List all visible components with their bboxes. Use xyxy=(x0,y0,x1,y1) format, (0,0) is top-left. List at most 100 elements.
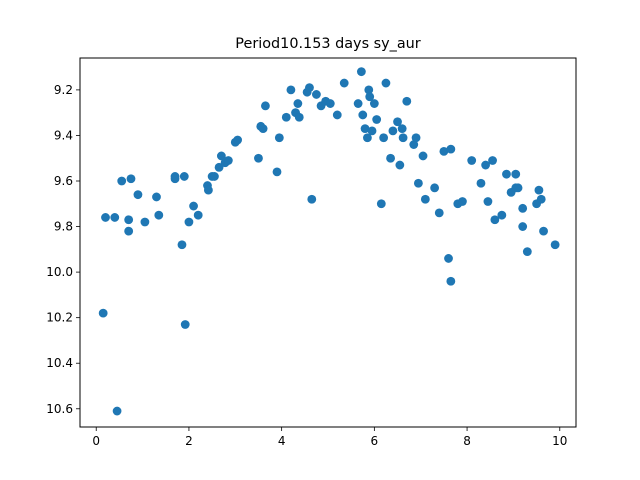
data-point xyxy=(395,160,405,170)
data-point xyxy=(550,240,560,250)
data-point xyxy=(444,254,453,263)
data-point xyxy=(376,199,386,209)
chart-title: Period10.153 days sy_aur xyxy=(235,36,420,52)
data-point xyxy=(511,169,521,179)
data-point xyxy=(184,217,194,227)
data-point xyxy=(364,85,374,95)
data-point xyxy=(518,203,528,213)
data-points xyxy=(98,67,560,416)
data-point xyxy=(458,197,467,206)
data-point xyxy=(189,201,198,211)
data-point xyxy=(483,197,493,206)
data-point xyxy=(446,276,456,286)
data-point xyxy=(369,99,379,108)
data-point xyxy=(152,192,161,202)
data-point xyxy=(140,217,150,227)
plot-frame xyxy=(79,57,577,428)
data-point xyxy=(110,213,120,222)
data-point xyxy=(490,215,500,225)
data-point xyxy=(497,210,507,220)
data-point xyxy=(418,151,428,161)
x-tick-label: 10 xyxy=(552,434,567,448)
data-point xyxy=(363,133,372,143)
data-point xyxy=(434,208,444,218)
data-point xyxy=(274,133,284,143)
data-point xyxy=(430,183,440,193)
y-tick-label: 10.2 xyxy=(46,311,73,325)
data-point xyxy=(488,156,497,165)
data-point xyxy=(177,240,187,250)
y-tick-label: 9.6 xyxy=(54,174,73,188)
data-point xyxy=(261,101,270,111)
data-point xyxy=(112,406,122,416)
y-tick-label: 9.2 xyxy=(54,83,73,97)
data-point xyxy=(360,124,370,134)
data-point xyxy=(124,215,134,225)
data-point xyxy=(307,194,317,204)
data-point xyxy=(518,222,528,231)
data-point xyxy=(358,110,368,120)
data-point xyxy=(467,156,477,165)
data-point xyxy=(402,96,412,106)
data-point xyxy=(170,174,180,184)
data-point xyxy=(325,99,335,108)
data-point xyxy=(379,133,389,143)
data-point xyxy=(411,133,421,143)
x-tick-label: 8 xyxy=(463,434,471,448)
x-tick-label: 6 xyxy=(371,434,379,448)
data-point xyxy=(381,78,391,88)
data-point xyxy=(179,172,189,181)
data-point xyxy=(126,174,136,184)
data-point xyxy=(294,112,304,122)
data-point xyxy=(286,85,296,95)
data-point xyxy=(409,140,419,149)
data-point xyxy=(367,126,377,136)
data-point xyxy=(476,178,486,188)
x-tick-label: 0 xyxy=(92,434,100,448)
data-point xyxy=(386,153,395,163)
data-point xyxy=(393,117,402,127)
data-point xyxy=(502,169,511,179)
data-point xyxy=(398,133,408,143)
data-point xyxy=(210,172,219,181)
data-point xyxy=(101,213,110,222)
data-point xyxy=(233,135,243,145)
data-point xyxy=(534,185,544,195)
data-point xyxy=(312,90,321,99)
data-point xyxy=(420,194,430,204)
data-point xyxy=(481,160,491,170)
data-point xyxy=(305,83,314,93)
data-point xyxy=(193,210,203,220)
data-point xyxy=(258,124,268,134)
data-point xyxy=(413,178,423,188)
data-point xyxy=(397,124,407,134)
data-point xyxy=(281,112,291,122)
data-point xyxy=(223,156,233,165)
data-point xyxy=(439,146,449,156)
y-axis: 9.2 9.4 9.6 9.8 10.0 10.2 10.4 10.6 xyxy=(46,83,80,416)
data-point xyxy=(513,183,523,193)
data-point xyxy=(339,78,349,88)
y-tick-label: 10.0 xyxy=(46,265,73,279)
data-point xyxy=(98,308,108,318)
data-point xyxy=(272,167,282,177)
data-point xyxy=(536,194,546,204)
data-point xyxy=(216,151,226,161)
x-tick-label: 4 xyxy=(278,434,286,448)
data-point xyxy=(388,126,398,136)
data-point xyxy=(522,247,532,257)
data-point xyxy=(356,67,366,77)
x-tick-label: 2 xyxy=(185,434,193,448)
data-point xyxy=(117,176,127,186)
data-point xyxy=(365,92,375,102)
data-point xyxy=(124,226,134,236)
data-point xyxy=(332,110,342,120)
y-tick-label: 10.4 xyxy=(46,356,73,370)
data-point xyxy=(353,99,363,108)
y-tick-label: 10.6 xyxy=(46,402,73,416)
data-point xyxy=(446,144,456,154)
data-point xyxy=(154,210,164,220)
data-point xyxy=(372,115,382,124)
